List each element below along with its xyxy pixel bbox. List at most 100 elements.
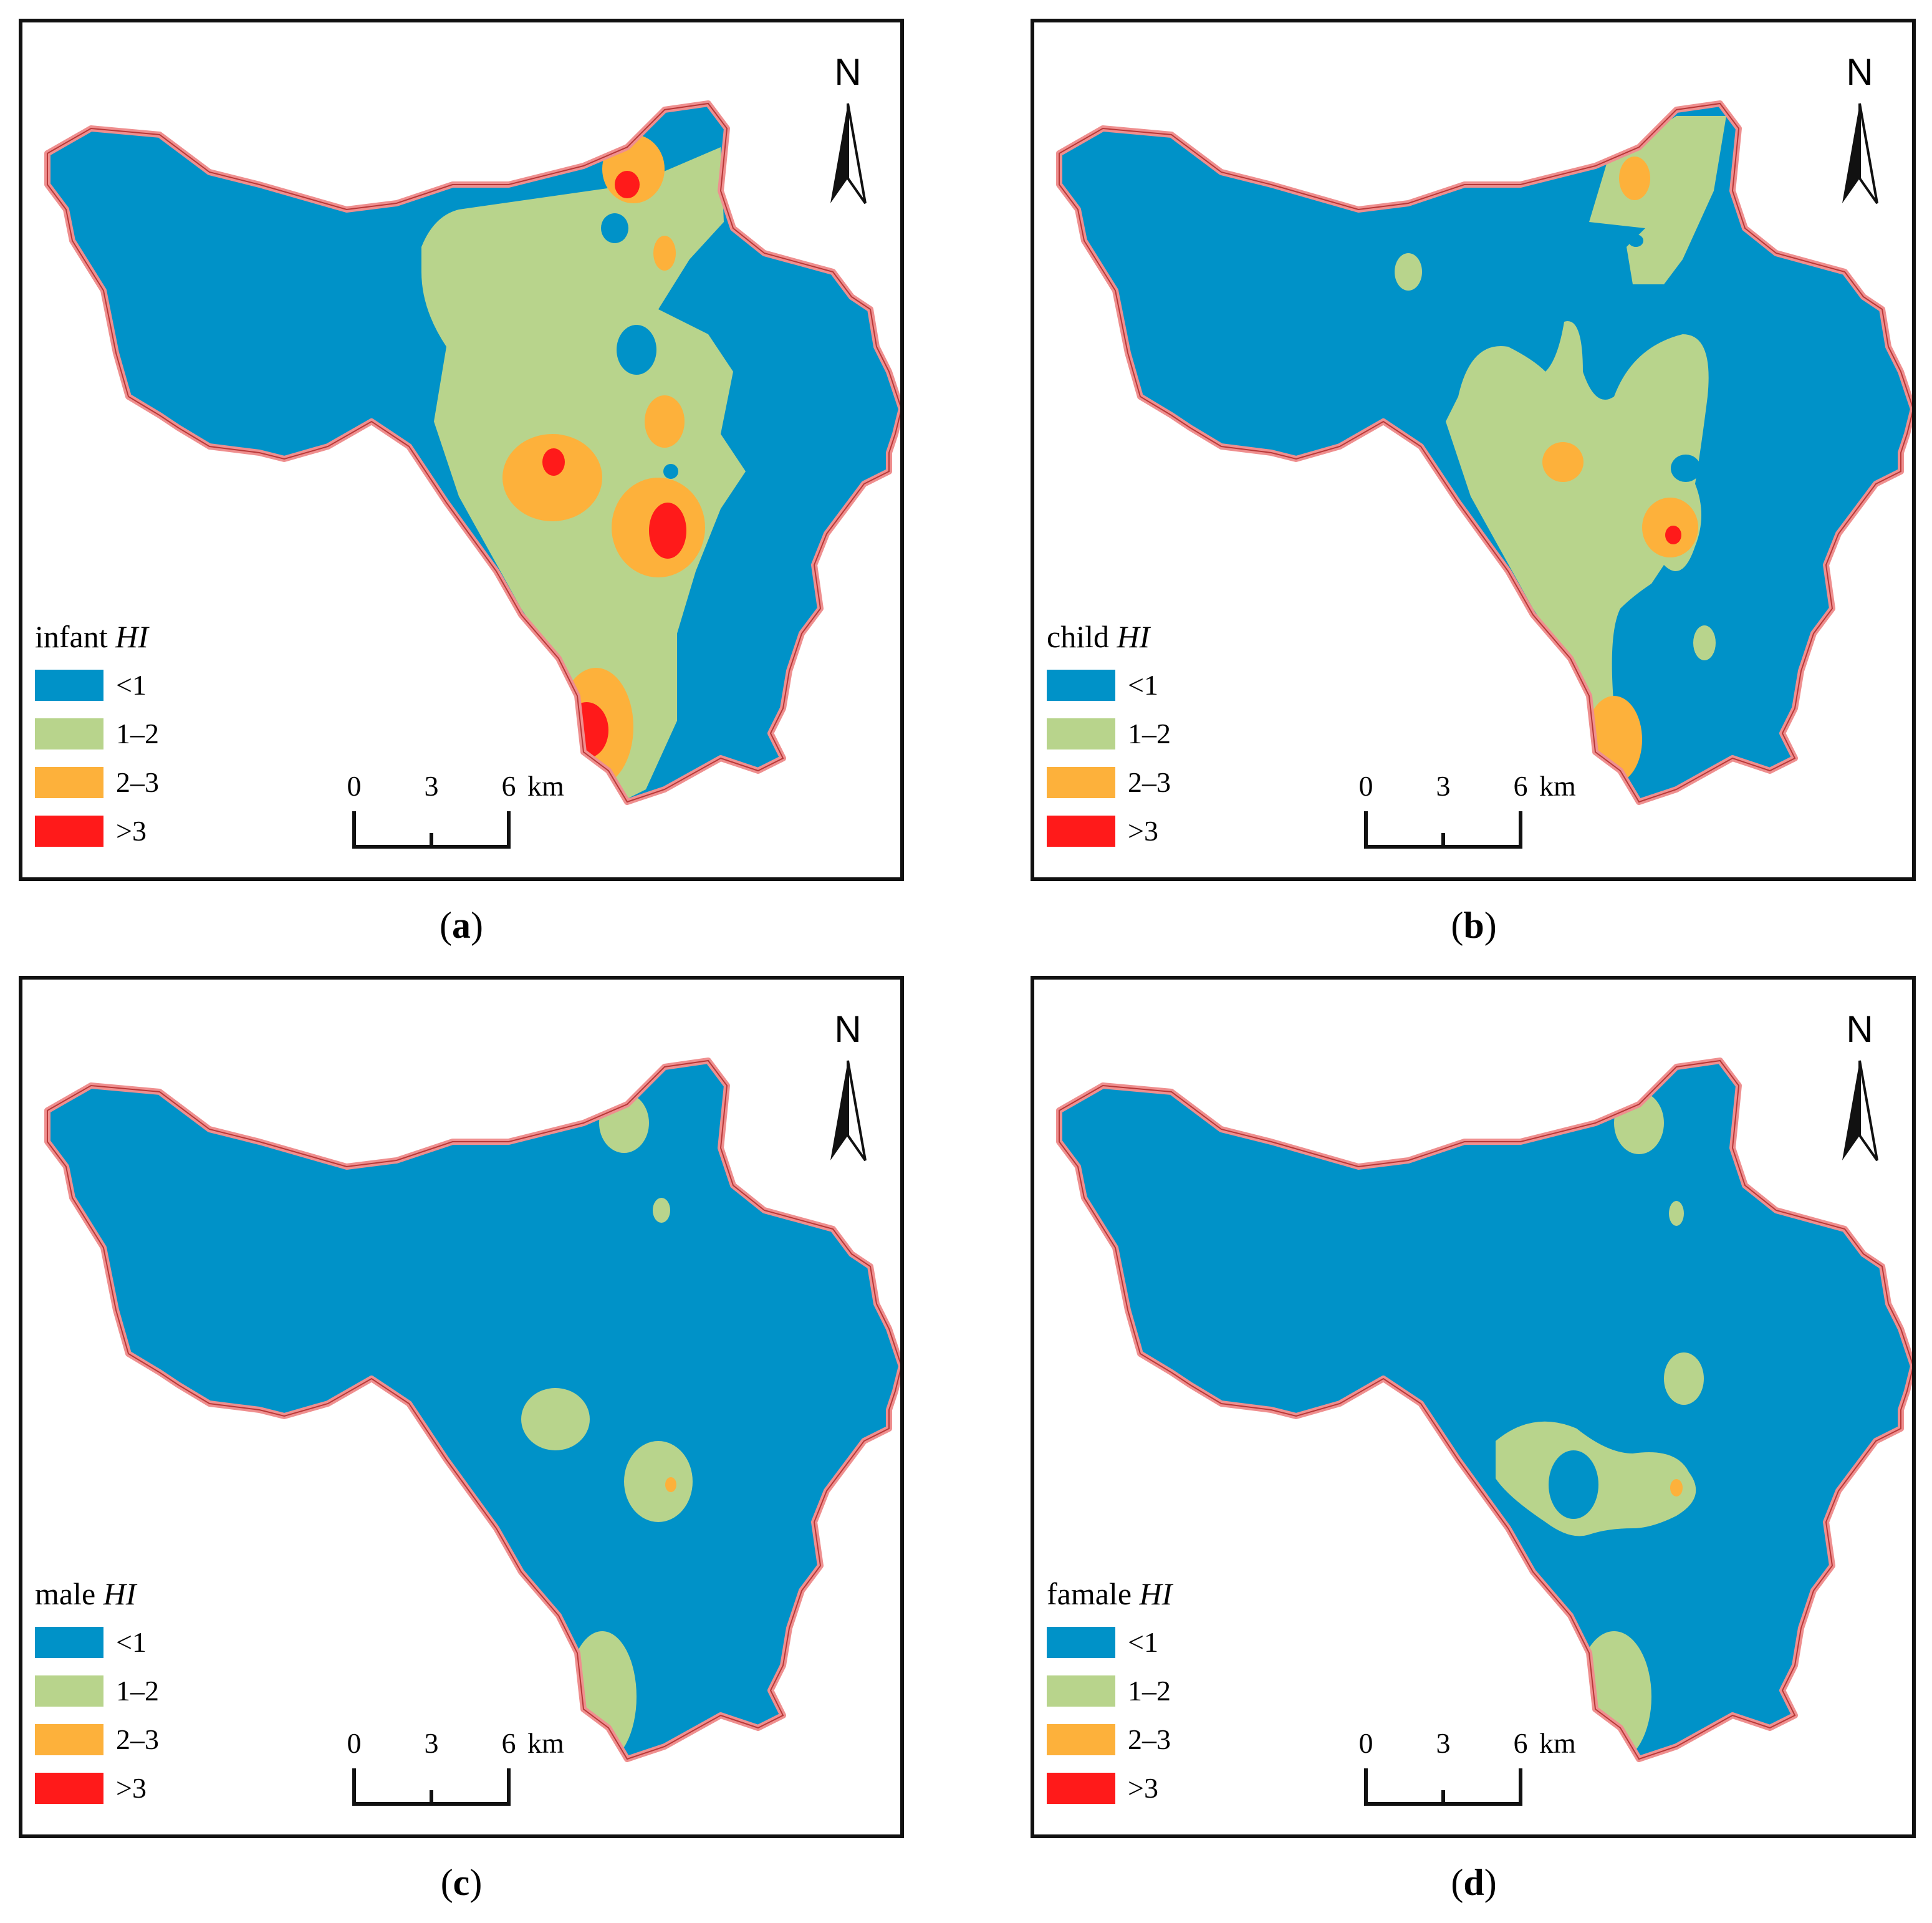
scale-tick-0: 0 xyxy=(347,770,362,802)
scale-tick-6: 6 xyxy=(1514,1727,1528,1759)
north-arrow: N xyxy=(830,51,867,205)
zone-r12 xyxy=(1664,1352,1704,1405)
legend-title: famale HI xyxy=(1047,1576,1174,1611)
legend-label-r23: 2–3 xyxy=(116,766,159,798)
north-arrow-right-half xyxy=(1858,103,1878,205)
zone-r23 xyxy=(665,1477,676,1492)
zone-r12 xyxy=(1693,625,1716,660)
legend-swatch-gt3 xyxy=(1047,1773,1115,1804)
caption-b: (b) xyxy=(1451,905,1497,946)
scale-tick-0: 0 xyxy=(1359,1727,1373,1759)
legend: infant HI <1 1–2 2–3 >3 xyxy=(35,619,159,847)
north-label: N xyxy=(1846,1008,1873,1050)
scale-bar: 0 3 6 km xyxy=(347,770,564,849)
legend-swatch-gt3 xyxy=(35,1773,103,1804)
zone-r12 xyxy=(521,1388,590,1450)
legend: famale HI <1 1–2 2–3 >3 xyxy=(1047,1576,1174,1804)
scale-tick-6: 6 xyxy=(502,770,516,802)
zone-r12 xyxy=(1395,253,1422,291)
legend: male HI <1 1–2 2–3 >3 xyxy=(35,1576,159,1804)
zone-r23 xyxy=(653,236,676,271)
legend-label-r23: 2–3 xyxy=(1128,766,1171,798)
legend-swatch-lt1 xyxy=(35,670,103,701)
north-arrow-right-half xyxy=(1858,1060,1878,1162)
caption-d: (d) xyxy=(1451,1862,1497,1903)
zone-r23 xyxy=(502,434,602,521)
scale-tick-0: 0 xyxy=(1359,770,1373,802)
zone-gt3 xyxy=(565,702,608,758)
legend-swatch-r23 xyxy=(1047,767,1115,798)
zone-lt1 xyxy=(1549,1450,1598,1519)
legend: child HI <1 1–2 2–3 >3 xyxy=(1047,619,1171,847)
legend-label-r23: 2–3 xyxy=(1128,1723,1171,1755)
north-arrow: N xyxy=(1842,51,1878,205)
zone-lt1 xyxy=(617,325,656,375)
north-arrow-left-half xyxy=(1842,1061,1860,1160)
legend-label-r12: 1–2 xyxy=(1128,1675,1171,1707)
north-arrow-left-half xyxy=(1842,104,1860,203)
north-arrow: N xyxy=(1842,1008,1878,1162)
legend-label-r23: 2–3 xyxy=(116,1723,159,1755)
zone-r12 xyxy=(1589,116,1726,284)
zone-r23 xyxy=(1619,157,1650,200)
zone-r12 xyxy=(653,1198,670,1223)
zone-lt1 xyxy=(1671,455,1701,482)
study-area-boundary-inner xyxy=(1059,102,1915,803)
legend-swatch-lt1 xyxy=(1047,1627,1115,1658)
legend-label-lt1: <1 xyxy=(1128,669,1158,701)
legend-label-r12: 1–2 xyxy=(1128,718,1171,749)
legend-label-r12: 1–2 xyxy=(116,1675,159,1707)
caption-a: (a) xyxy=(440,905,483,946)
zone-r12 xyxy=(624,1441,693,1522)
north-arrow-right-half xyxy=(847,1060,867,1162)
map-svg-d: N famale HI <1 1–2 2–3 >3 0 3 6 km xyxy=(1047,1008,1916,1806)
north-arrow-left-half xyxy=(830,1061,848,1160)
map-panel-d: N famale HI <1 1–2 2–3 >3 0 3 6 km xyxy=(1031,976,1916,1838)
legend-swatch-r12 xyxy=(1047,718,1115,749)
legend-label-lt1: <1 xyxy=(116,1626,147,1658)
map-panel-b: N child HI <1 1–2 2–3 >3 0 3 6 km xyxy=(1031,19,1916,881)
scale-tick-6: 6 xyxy=(1514,770,1528,802)
north-label: N xyxy=(834,1008,861,1050)
caption-c: (c) xyxy=(440,1862,483,1903)
zone-lt1 xyxy=(601,213,628,243)
legend-swatch-r12 xyxy=(1047,1675,1115,1707)
legend-label-lt1: <1 xyxy=(1128,1626,1158,1658)
scale-unit: km xyxy=(1539,1727,1576,1759)
scale-tick-3: 3 xyxy=(425,770,439,802)
scale-line xyxy=(352,1768,511,1806)
legend-swatch-gt3 xyxy=(1047,816,1115,847)
zone-r23 xyxy=(1670,1479,1683,1496)
scale-line xyxy=(1364,811,1522,849)
legend-label-gt3: >3 xyxy=(1128,1772,1158,1804)
legend-title: infant HI xyxy=(35,619,150,654)
scale-bar: 0 3 6 km xyxy=(347,1727,564,1806)
zone-r12 xyxy=(1669,1201,1684,1226)
map-panel-c: N male HI <1 1–2 2–3 >3 0 3 6 km xyxy=(19,976,905,1838)
scale-bar: 0 3 6 km xyxy=(1359,770,1576,849)
legend-swatch-lt1 xyxy=(1047,670,1115,701)
zone-r23 xyxy=(645,395,685,448)
scale-unit: km xyxy=(1539,770,1576,802)
map-svg-b: N child HI <1 1–2 2–3 >3 0 3 6 km xyxy=(1047,51,1916,849)
scale-unit: km xyxy=(527,770,564,802)
zone-gt3 xyxy=(1665,526,1681,544)
legend-title: child HI xyxy=(1047,619,1151,654)
zone-gt3 xyxy=(542,448,565,476)
legend-swatch-gt3 xyxy=(35,816,103,847)
legend-swatch-r23 xyxy=(35,1724,103,1755)
legend-label-gt3: >3 xyxy=(116,815,147,847)
study-area-boundary-inner xyxy=(47,102,903,803)
legend-label-gt3: >3 xyxy=(1128,815,1158,847)
map-svg-c: N male HI <1 1–2 2–3 >3 0 3 6 km xyxy=(35,1008,905,1806)
legend-swatch-r12 xyxy=(35,718,103,749)
scale-bar: 0 3 6 km xyxy=(1359,1727,1576,1806)
zone-r12 xyxy=(599,1093,649,1153)
scale-tick-3: 3 xyxy=(1436,1727,1451,1759)
study-area-boundary-inner xyxy=(1059,1059,1915,1760)
north-arrow-right-half xyxy=(847,103,867,205)
legend-swatch-r23 xyxy=(1047,1724,1115,1755)
scale-unit: km xyxy=(527,1727,564,1759)
scale-line xyxy=(352,811,511,849)
map-svg-a: N infant HI <1 1–2 2–3 >3 0 3 6 km xyxy=(35,51,905,849)
